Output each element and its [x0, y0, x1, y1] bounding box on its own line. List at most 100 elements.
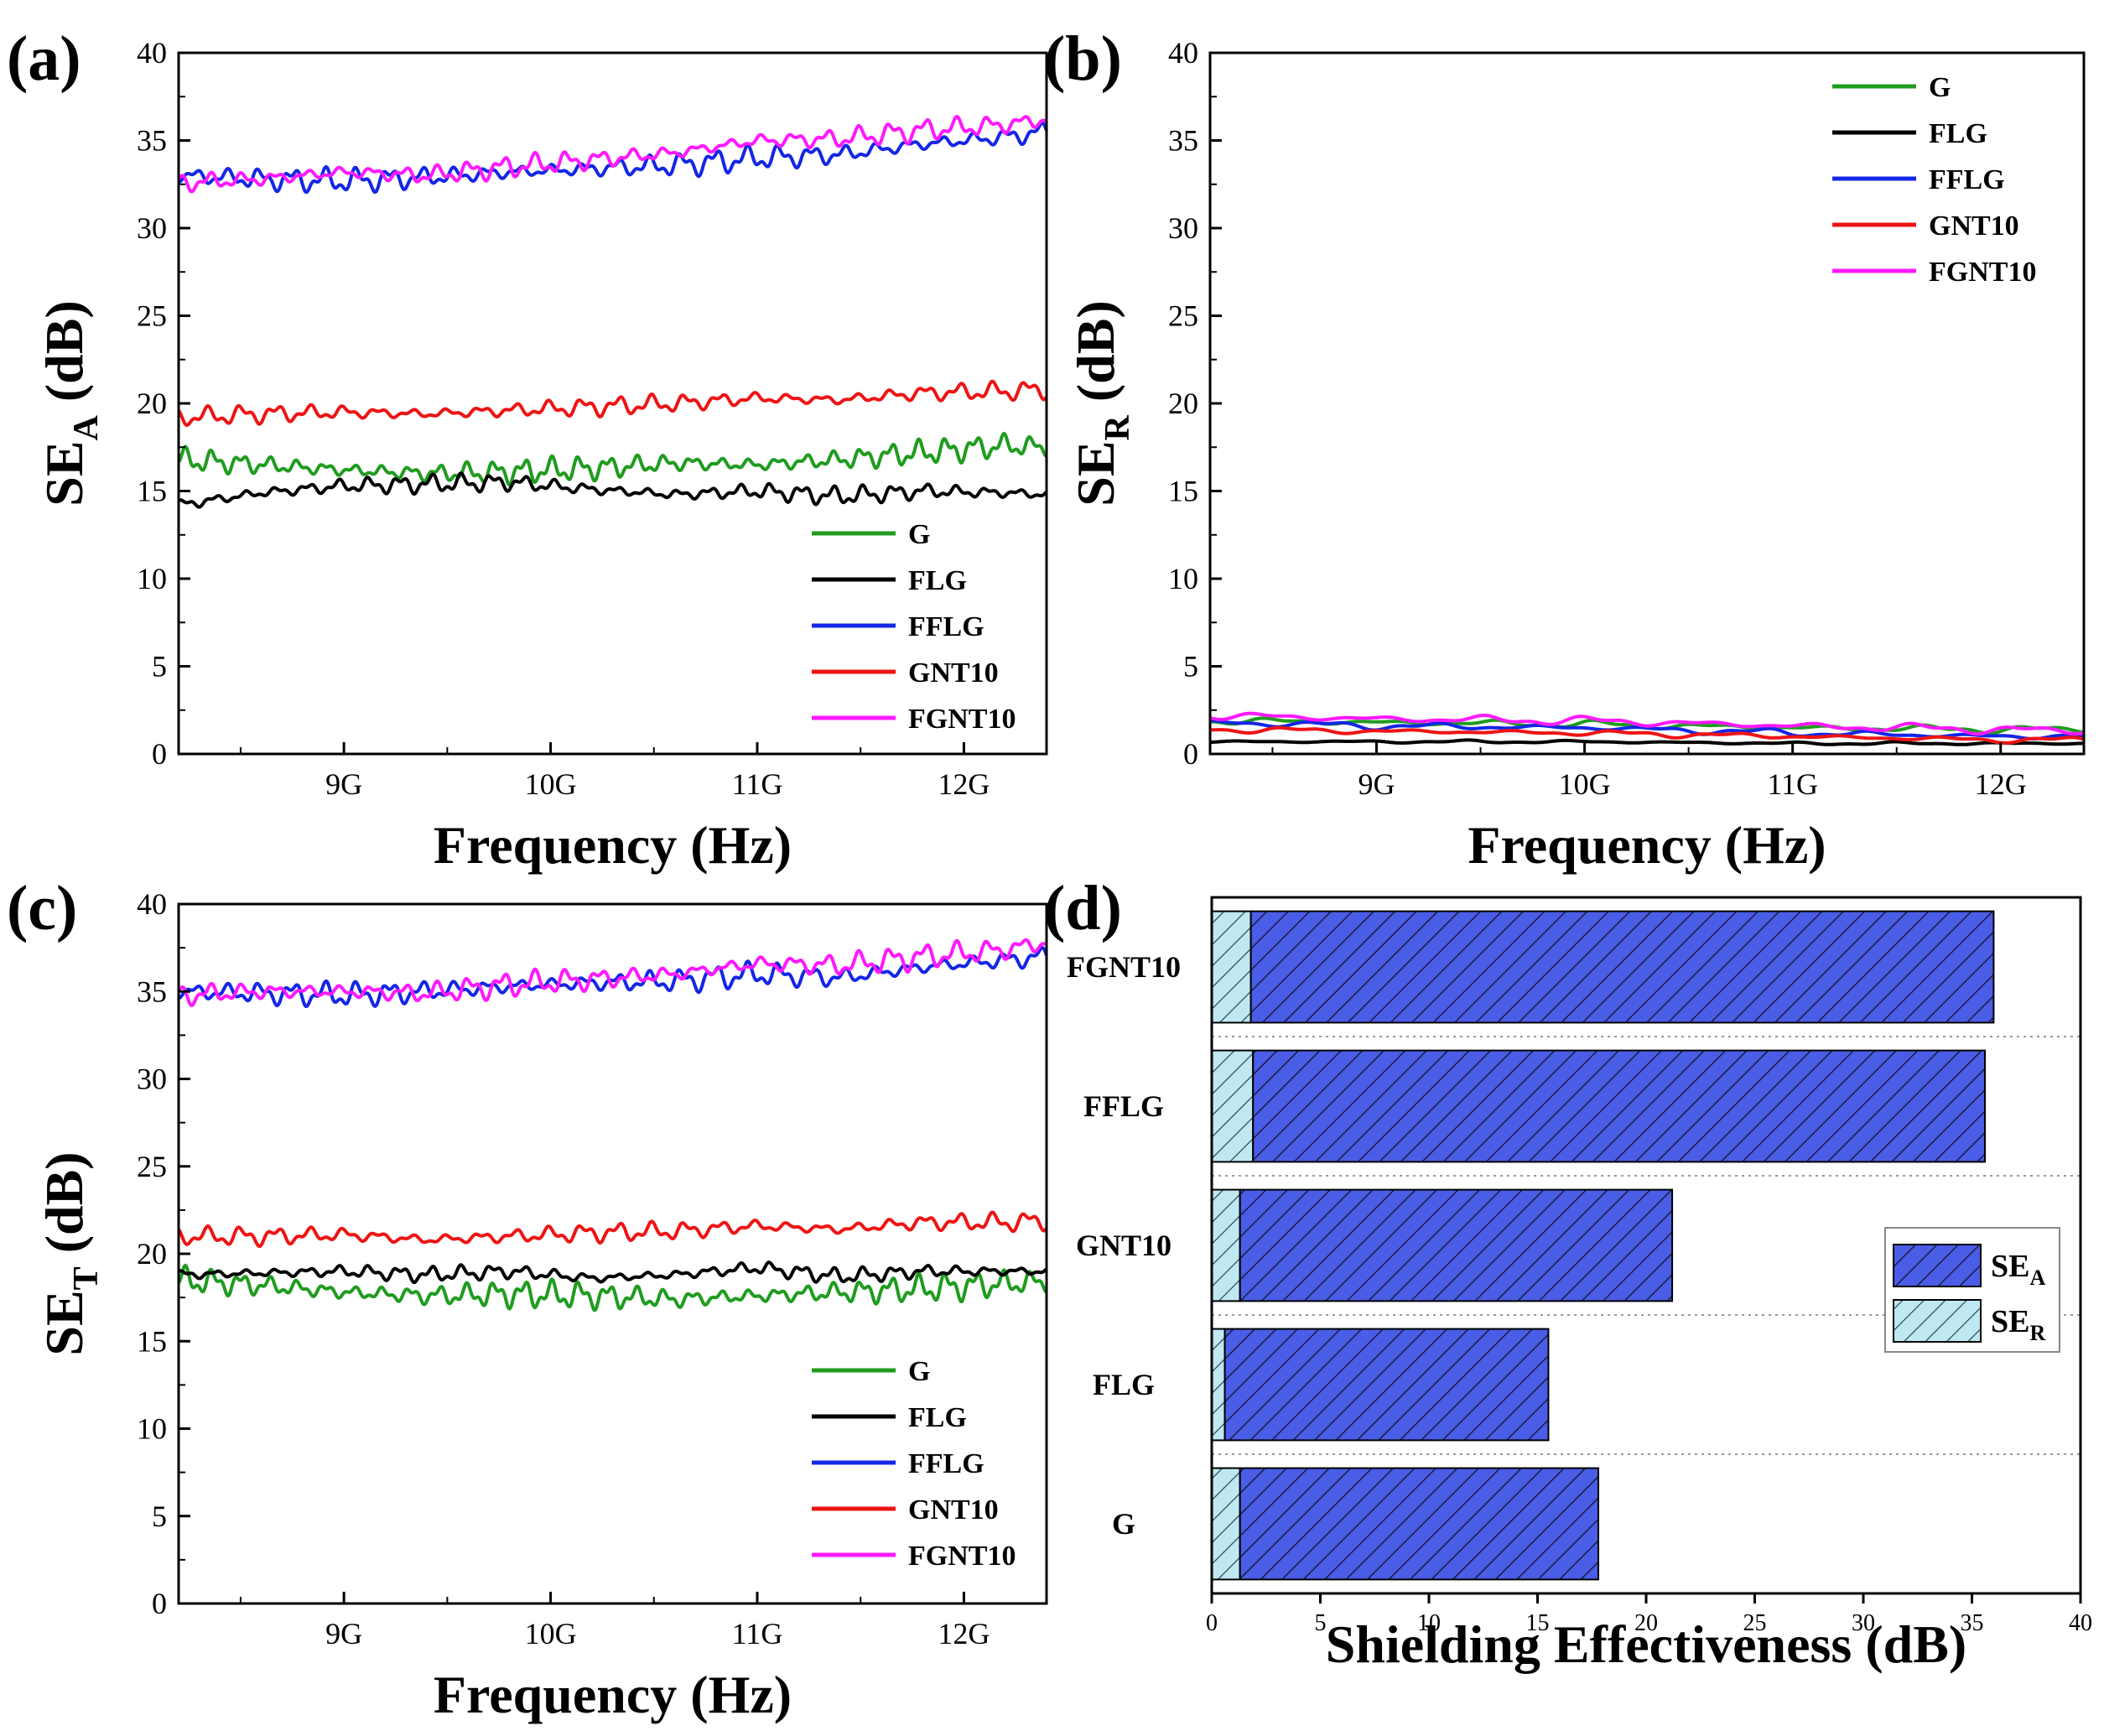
bar-se-r	[1211, 1328, 1226, 1442]
y-tick-label: 40	[137, 887, 167, 921]
y-axis-title-subscript: T	[67, 1266, 106, 1290]
y-tick-label: 40	[137, 36, 167, 70]
x-tick-label: 10G	[525, 1617, 577, 1650]
legend-label-main: SE	[1991, 1249, 2029, 1284]
x-tick-label: 11G	[732, 767, 783, 801]
plot-frame	[1208, 51, 2086, 756]
panel-b: (b) 0 5 10 15 20 25 30 35 40 9G 10G 11G 12G Frequency …	[1044, 23, 2086, 875]
y-tick-label: 30	[137, 211, 167, 245]
y-tick-label: 30	[137, 1063, 167, 1096]
y-axis-title-unit: (dB)	[1066, 300, 1125, 415]
y-tick-label: 10	[137, 1412, 167, 1446]
y-axis-title-unit: (dB)	[34, 300, 94, 415]
y-tick-label: 5	[1183, 650, 1198, 683]
y-axis-title-main: SE	[34, 440, 94, 506]
series-line-flg	[177, 1260, 1048, 1285]
y-axis-title: SER (dB)	[1066, 300, 1137, 507]
x-axis-title: Frequency (Hz)	[434, 815, 792, 875]
y-tick-label: 10	[137, 562, 167, 595]
category-label: FFLG	[1083, 1089, 1164, 1123]
bar-se-r	[1211, 1049, 1255, 1163]
legend-label: GNT10	[908, 657, 999, 689]
y-tick-label: 5	[152, 1500, 167, 1533]
series-line-fgnt10	[177, 114, 1047, 194]
legend-label: G	[908, 519, 930, 550]
x-tick-label: 40	[2069, 1610, 2092, 1636]
y-axis-title-subscript: R	[1099, 414, 1137, 440]
y-tick-label: 15	[1168, 475, 1198, 508]
x-tick-label: 11G	[1767, 767, 1818, 801]
y-tick-label: 0	[152, 1587, 167, 1620]
series-line-fflg	[178, 946, 1048, 1008]
y-tick-label: 20	[1168, 387, 1198, 420]
series-line-gnt10	[177, 379, 1048, 427]
series-line-fflg	[178, 121, 1048, 195]
x-tick-label: 15	[1526, 1610, 1550, 1636]
legend-label: FFLG	[908, 1448, 984, 1479]
series-line-fgnt10	[1209, 711, 2085, 736]
bar-se-a	[1252, 1049, 1987, 1163]
y-tick-label: 15	[137, 1324, 167, 1358]
legend-label: FFLG	[1929, 164, 2005, 195]
legend-label: FGNT10	[908, 1541, 1016, 1572]
legend-label: FLG	[908, 565, 967, 596]
x-tick-label: 12G	[1975, 767, 2027, 801]
y-tick-label: 25	[1168, 299, 1198, 333]
y-tick-label: 0	[152, 737, 167, 771]
series-line-flg	[177, 471, 1048, 509]
x-tick-label: 0	[1206, 1610, 1218, 1636]
y-tick-label: 40	[1168, 36, 1198, 70]
x-tick-label: 11G	[732, 1617, 783, 1650]
x-tick-label: 35	[1961, 1610, 1984, 1636]
series-line-g	[177, 1263, 1048, 1312]
legend-label: FLG	[908, 1402, 967, 1433]
legend-label: GNT10	[1929, 211, 2019, 242]
legend-label-subscript: A	[2029, 1266, 2045, 1290]
y-tick-label: 30	[1168, 211, 1198, 245]
x-tick-label: 5	[1315, 1610, 1327, 1636]
category-label: GNT10	[1076, 1229, 1171, 1262]
y-tick-label: 20	[137, 387, 167, 420]
legend-swatch	[1893, 1299, 1982, 1343]
x-axis-title: Frequency (Hz)	[1468, 815, 1826, 875]
y-tick-label: 10	[1168, 562, 1198, 595]
panel-label: (c)	[7, 873, 77, 943]
legend-label: FFLG	[908, 611, 984, 642]
category-label: FLG	[1093, 1368, 1155, 1401]
x-tick-label: 12G	[938, 1617, 990, 1650]
panel-c: (c) 0 5 10 15 20 25 30 35 40 9G 10G 11G 12G Frequency …	[7, 873, 1048, 1724]
y-axis-title-main: SE	[1066, 440, 1125, 506]
y-axis-title-main: SE	[34, 1290, 94, 1355]
bar-se-a	[1239, 1188, 1674, 1302]
y-axis-title: SET (dB)	[34, 1151, 106, 1355]
x-tick-label: 12G	[938, 767, 990, 801]
x-tick-label: 20	[1634, 1610, 1658, 1636]
legend-label: FLG	[1929, 118, 1987, 149]
bar-se-a	[1249, 910, 1995, 1024]
series-line-gnt10	[1209, 725, 2085, 746]
x-tick-label: 10G	[1559, 767, 1611, 801]
x-tick-label: 30	[1852, 1610, 1875, 1636]
category-label: G	[1112, 1507, 1135, 1541]
x-axis-title: Shielding Effectiveness (dB)	[1326, 1614, 1966, 1674]
category-label: FGNT10	[1067, 950, 1181, 984]
y-tick-label: 0	[1183, 737, 1198, 771]
y-axis-title-subscript: A	[67, 414, 106, 440]
x-tick-label: 9G	[1358, 767, 1395, 801]
bar-se-r	[1211, 1188, 1241, 1302]
panel-label: (a)	[7, 23, 81, 94]
y-tick-label: 35	[1168, 124, 1198, 158]
y-tick-label: 35	[137, 124, 167, 158]
y-tick-label: 5	[152, 650, 167, 683]
legend-label: GNT10	[908, 1494, 999, 1525]
series-line-g	[177, 431, 1048, 487]
legend-label: SEA	[1991, 1249, 2045, 1290]
panel-d: (d) FGNT10 FFLG GNT10 FLG G 0 5 10 15 20 25 30 35 40 Sh…	[1044, 873, 2092, 1674]
series-line-flg	[1209, 738, 2085, 746]
x-tick-label: 25	[1743, 1610, 1767, 1636]
y-tick-label: 20	[137, 1237, 167, 1271]
legend-label: SER	[1991, 1304, 2045, 1345]
y-tick-label: 35	[137, 975, 167, 1008]
legend-label: FGNT10	[1929, 257, 2036, 288]
